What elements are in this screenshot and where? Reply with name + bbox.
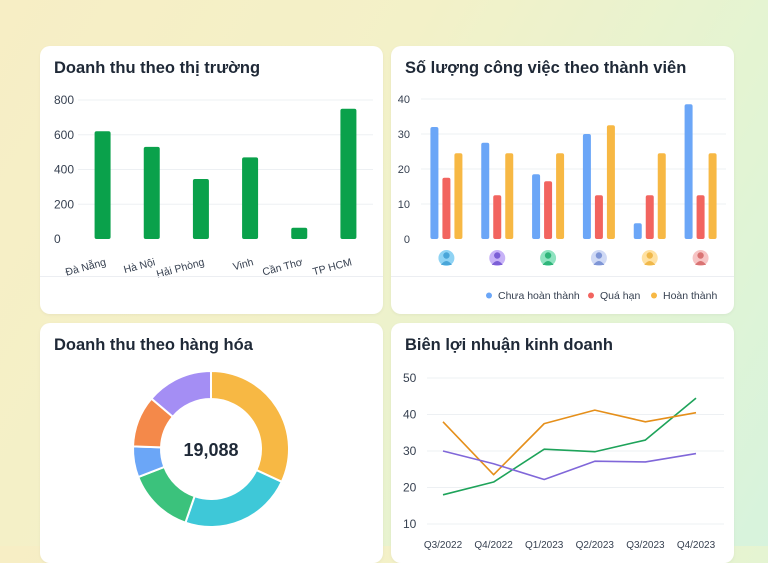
bar bbox=[242, 157, 259, 239]
tasks-by-member-card: Số lượng công việc theo thành viên 0 10 20… bbox=[391, 46, 734, 314]
bar bbox=[454, 153, 463, 239]
bar bbox=[481, 142, 490, 239]
card-divider bbox=[40, 276, 383, 277]
avatar-body bbox=[593, 261, 605, 265]
avatar-icon bbox=[540, 250, 557, 266]
y-tick-label: 10 bbox=[403, 517, 417, 531]
tasks-by-member-chart: 0 10 20 30 40 Chưa hoàn thành Quá hạn Hoàn thàn… bbox=[398, 94, 726, 302]
legend-label: Chưa hoàn thành bbox=[498, 290, 580, 302]
bar bbox=[645, 195, 654, 239]
product-revenue-card: Doanh thu theo hàng hóa 19,088 bbox=[40, 323, 383, 563]
product-revenue-chart: 19,088 bbox=[132, 369, 290, 528]
profit-margin-title: Biên lợi nhuận kinh doanh bbox=[405, 336, 613, 354]
bar bbox=[708, 153, 717, 239]
bar bbox=[430, 127, 439, 239]
avatar-icon bbox=[438, 250, 455, 266]
legend-swatch bbox=[486, 292, 492, 299]
y-tick-label: 20 bbox=[398, 164, 410, 176]
avatar-icon bbox=[641, 250, 658, 266]
series-line bbox=[442, 397, 697, 496]
y-tick-label: 20 bbox=[403, 481, 417, 495]
bar bbox=[442, 177, 451, 239]
bar bbox=[143, 146, 160, 239]
legend-label: Hoàn thành bbox=[663, 290, 717, 302]
y-tick-label: 40 bbox=[403, 408, 417, 422]
x-tick-label: Vinh bbox=[232, 256, 255, 273]
bar bbox=[594, 195, 603, 239]
bar bbox=[493, 195, 502, 239]
avatar-head bbox=[697, 252, 704, 259]
avatar-head bbox=[595, 252, 603, 259]
avatar-icon bbox=[489, 250, 506, 266]
y-tick-label: 10 bbox=[398, 199, 410, 211]
series-line bbox=[442, 450, 697, 481]
avatar-head bbox=[494, 252, 501, 259]
y-tick-label: 40 bbox=[398, 94, 410, 106]
avatar-head bbox=[646, 252, 653, 259]
y-tick-label: 50 bbox=[403, 371, 417, 385]
series-line bbox=[442, 409, 697, 476]
y-tick-label: 0 bbox=[54, 232, 61, 246]
avatar-icon bbox=[692, 250, 709, 266]
market-revenue-card: Doanh thu theo thị trường 0 200 400 600 800 Đ… bbox=[40, 46, 383, 314]
avatar-body bbox=[644, 261, 656, 265]
bar bbox=[291, 227, 308, 239]
legend-swatch bbox=[588, 292, 594, 299]
y-tick-label: 200 bbox=[54, 197, 74, 211]
card-divider bbox=[391, 276, 734, 277]
bar bbox=[556, 153, 565, 239]
avatar-body bbox=[491, 261, 503, 265]
avatar-icon bbox=[590, 250, 607, 266]
bar bbox=[192, 179, 209, 239]
bar bbox=[696, 195, 705, 239]
bar bbox=[684, 104, 693, 239]
donut-slice bbox=[150, 369, 212, 419]
market-revenue-title: Doanh thu theo thị trường bbox=[54, 59, 261, 77]
y-tick-label: 400 bbox=[54, 163, 74, 177]
avatar-body bbox=[542, 261, 554, 265]
profit-margin-card: Biên lợi nhuận kinh doanh 10 20 30 40 50 Q3/2… bbox=[391, 323, 734, 563]
avatar-head bbox=[544, 252, 552, 259]
bar bbox=[94, 131, 111, 239]
donut-slice bbox=[136, 465, 196, 524]
bar bbox=[505, 153, 514, 239]
tasks-by-member-title: Số lượng công việc theo thành viên bbox=[405, 59, 687, 77]
x-tick-label: Hà Nội bbox=[122, 256, 156, 276]
bar bbox=[657, 153, 666, 239]
legend-swatch bbox=[651, 292, 657, 299]
donut-slice bbox=[210, 369, 290, 484]
donut-center-label: 19,088 bbox=[183, 440, 238, 460]
y-tick-label: 30 bbox=[403, 444, 417, 458]
product-revenue-title: Doanh thu theo hàng hóa bbox=[54, 336, 253, 354]
bar bbox=[532, 174, 541, 239]
avatar-body bbox=[695, 261, 707, 265]
avatar-body bbox=[440, 261, 452, 265]
y-tick-label: 0 bbox=[404, 234, 410, 246]
legend-label: Quá hạn bbox=[600, 290, 640, 302]
bar bbox=[582, 134, 591, 239]
bar bbox=[633, 223, 642, 239]
y-tick-label: 30 bbox=[398, 129, 410, 141]
avatar-head bbox=[443, 252, 450, 259]
donut-slice bbox=[184, 468, 284, 528]
bar bbox=[544, 181, 553, 239]
bar bbox=[606, 125, 615, 239]
bar bbox=[340, 108, 357, 239]
y-tick-label: 800 bbox=[54, 93, 74, 107]
y-tick-label: 600 bbox=[54, 128, 74, 142]
x-tick-label: TP HCM bbox=[311, 256, 353, 278]
